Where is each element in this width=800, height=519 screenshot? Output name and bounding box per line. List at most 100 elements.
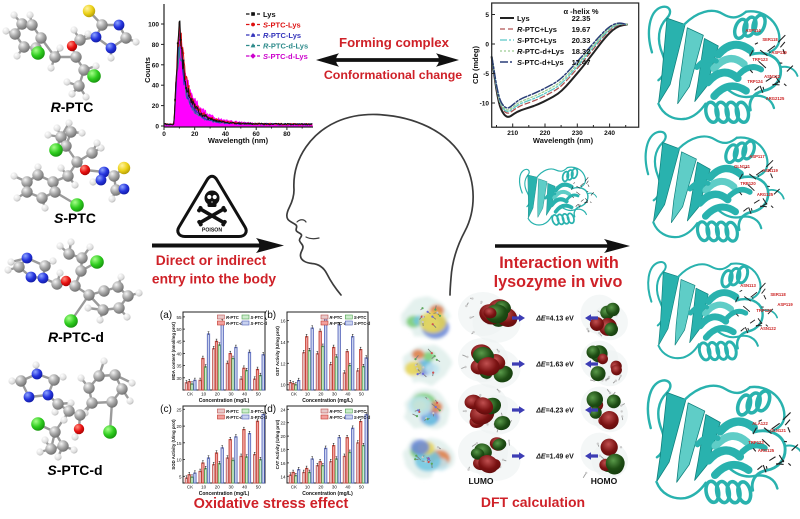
svg-text:10: 10 bbox=[280, 383, 286, 388]
svg-text:ASN122: ASN122 bbox=[764, 74, 780, 79]
svg-text:10: 10 bbox=[176, 458, 182, 463]
svg-text:20: 20 bbox=[318, 392, 324, 397]
svg-text:S-PTC+Lys: S-PTC+Lys bbox=[517, 36, 557, 45]
svg-text:Oxidative stress effect: Oxidative stress effect bbox=[194, 496, 349, 512]
svg-text:24: 24 bbox=[280, 407, 286, 412]
svg-text:Concentration (mg/L): Concentration (mg/L) bbox=[302, 398, 353, 404]
svg-text:-5: -5 bbox=[483, 71, 489, 78]
svg-text:S-PTC: S-PTC bbox=[354, 409, 367, 414]
svg-text:Conformational change: Conformational change bbox=[324, 68, 462, 82]
svg-text:210: 210 bbox=[507, 130, 518, 137]
svg-text:SOD Activity (U/mg prot): SOD Activity (U/mg prot) bbox=[171, 419, 176, 470]
svg-text:Wavelength (nm): Wavelength (nm) bbox=[208, 136, 269, 145]
svg-text:40: 40 bbox=[345, 485, 351, 490]
svg-text:ASP119: ASP119 bbox=[771, 50, 787, 55]
svg-text:ASP117: ASP117 bbox=[749, 154, 765, 159]
svg-text:20: 20 bbox=[318, 485, 324, 490]
svg-text:5: 5 bbox=[179, 474, 182, 479]
svg-text:18: 18 bbox=[280, 448, 286, 453]
svg-text:(a): (a) bbox=[160, 310, 172, 321]
svg-text:ΔE=4.13 eV: ΔE=4.13 eV bbox=[535, 316, 574, 323]
svg-text:lysozyme in vivo: lysozyme in vivo bbox=[494, 273, 623, 291]
svg-text:SER118: SER118 bbox=[762, 37, 778, 42]
svg-text:220: 220 bbox=[540, 130, 551, 137]
svg-text:50: 50 bbox=[256, 392, 262, 397]
svg-text:60: 60 bbox=[253, 131, 261, 138]
svg-text:(c): (c) bbox=[160, 404, 172, 415]
svg-text:50: 50 bbox=[359, 392, 365, 397]
svg-text:GLN121: GLN121 bbox=[734, 164, 750, 169]
svg-text:R-PTC-Lys: R-PTC-Lys bbox=[263, 31, 301, 40]
svg-text:CK: CK bbox=[291, 485, 297, 490]
svg-text:R-PTC-d: R-PTC-d bbox=[48, 329, 104, 345]
svg-text:100: 100 bbox=[148, 22, 159, 29]
svg-text:S-PTC-d: S-PTC-d bbox=[47, 462, 102, 478]
svg-text:Interaction with: Interaction with bbox=[499, 254, 619, 272]
svg-text:R-PTC: R-PTC bbox=[51, 99, 94, 115]
svg-text:ΔE=1.63 eV: ΔE=1.63 eV bbox=[535, 362, 574, 369]
svg-text:DFT calculation: DFT calculation bbox=[481, 494, 585, 510]
svg-text:60: 60 bbox=[152, 62, 160, 69]
svg-text:R-PTC-d: R-PTC-d bbox=[226, 415, 243, 420]
svg-text:ASN119: ASN119 bbox=[762, 168, 778, 173]
svg-text:Counts: Counts bbox=[143, 57, 152, 83]
svg-text:18.32: 18.32 bbox=[572, 47, 591, 56]
svg-text:LUMO: LUMO bbox=[468, 476, 493, 486]
svg-text:55: 55 bbox=[176, 315, 182, 320]
svg-text:230: 230 bbox=[572, 130, 583, 137]
svg-text:ΔE=1.49 eV: ΔE=1.49 eV bbox=[535, 454, 574, 461]
svg-text:22: 22 bbox=[280, 421, 286, 426]
svg-text:CK: CK bbox=[187, 392, 193, 397]
svg-text:14: 14 bbox=[280, 474, 286, 479]
svg-text:16: 16 bbox=[280, 461, 286, 466]
svg-text:S-PTC: S-PTC bbox=[251, 409, 264, 414]
svg-text:TRP123: TRP123 bbox=[748, 440, 764, 445]
svg-text:20: 20 bbox=[215, 485, 221, 490]
svg-text:40: 40 bbox=[222, 131, 230, 138]
svg-text:45: 45 bbox=[176, 339, 182, 344]
svg-text:S-PTC-Lys: S-PTC-Lys bbox=[263, 20, 301, 29]
svg-text:14: 14 bbox=[280, 340, 286, 345]
svg-text:S-PTC: S-PTC bbox=[251, 315, 264, 320]
svg-text:30: 30 bbox=[332, 485, 338, 490]
svg-text:15: 15 bbox=[176, 441, 182, 446]
svg-text:TRP120: TRP120 bbox=[740, 181, 756, 186]
svg-text:10: 10 bbox=[201, 392, 207, 397]
svg-text:12: 12 bbox=[280, 361, 286, 366]
svg-text:40: 40 bbox=[152, 83, 160, 90]
svg-text:20: 20 bbox=[152, 103, 160, 110]
svg-text:80: 80 bbox=[283, 131, 291, 138]
svg-text:-10: -10 bbox=[480, 101, 490, 108]
svg-text:ARG2125: ARG2125 bbox=[766, 96, 785, 101]
svg-text:(d): (d) bbox=[264, 404, 276, 415]
svg-text:20: 20 bbox=[176, 424, 182, 429]
svg-text:16: 16 bbox=[280, 319, 286, 324]
svg-text:10: 10 bbox=[305, 485, 311, 490]
svg-text:ASN113: ASN113 bbox=[740, 283, 756, 288]
svg-text:TRP124: TRP124 bbox=[747, 79, 763, 84]
svg-text:Concentration (mg/L): Concentration (mg/L) bbox=[199, 491, 250, 497]
svg-text:ASP114: ASP114 bbox=[745, 28, 761, 33]
svg-text:25: 25 bbox=[176, 407, 182, 412]
svg-text:35: 35 bbox=[176, 364, 182, 369]
svg-text:TRP123: TRP123 bbox=[752, 57, 768, 62]
svg-text:Forming complex: Forming complex bbox=[339, 35, 450, 50]
svg-text:R-PTC: R-PTC bbox=[226, 315, 239, 320]
svg-text:0: 0 bbox=[485, 42, 489, 49]
svg-text:ALA122: ALA122 bbox=[752, 421, 768, 426]
svg-text:20: 20 bbox=[215, 392, 221, 397]
svg-text:CAT Activity (U/mg prot): CAT Activity (U/mg prot) bbox=[275, 419, 280, 469]
svg-text:R-PTC+Lys: R-PTC+Lys bbox=[517, 25, 557, 34]
svg-text:20: 20 bbox=[280, 434, 286, 439]
svg-text:Concentration (mg/L): Concentration (mg/L) bbox=[199, 398, 250, 404]
svg-text:17.47: 17.47 bbox=[572, 58, 591, 67]
svg-text:ARG125: ARG125 bbox=[758, 448, 775, 453]
svg-text:50: 50 bbox=[256, 485, 262, 490]
svg-text:0: 0 bbox=[162, 131, 166, 138]
svg-text:0: 0 bbox=[155, 124, 159, 131]
svg-text:S-PTC: S-PTC bbox=[354, 315, 367, 320]
svg-text:40: 40 bbox=[176, 351, 182, 356]
svg-text:entry into the body: entry into the body bbox=[152, 272, 276, 287]
svg-text:CD (mdeg): CD (mdeg) bbox=[471, 46, 480, 84]
svg-text:30: 30 bbox=[332, 392, 338, 397]
